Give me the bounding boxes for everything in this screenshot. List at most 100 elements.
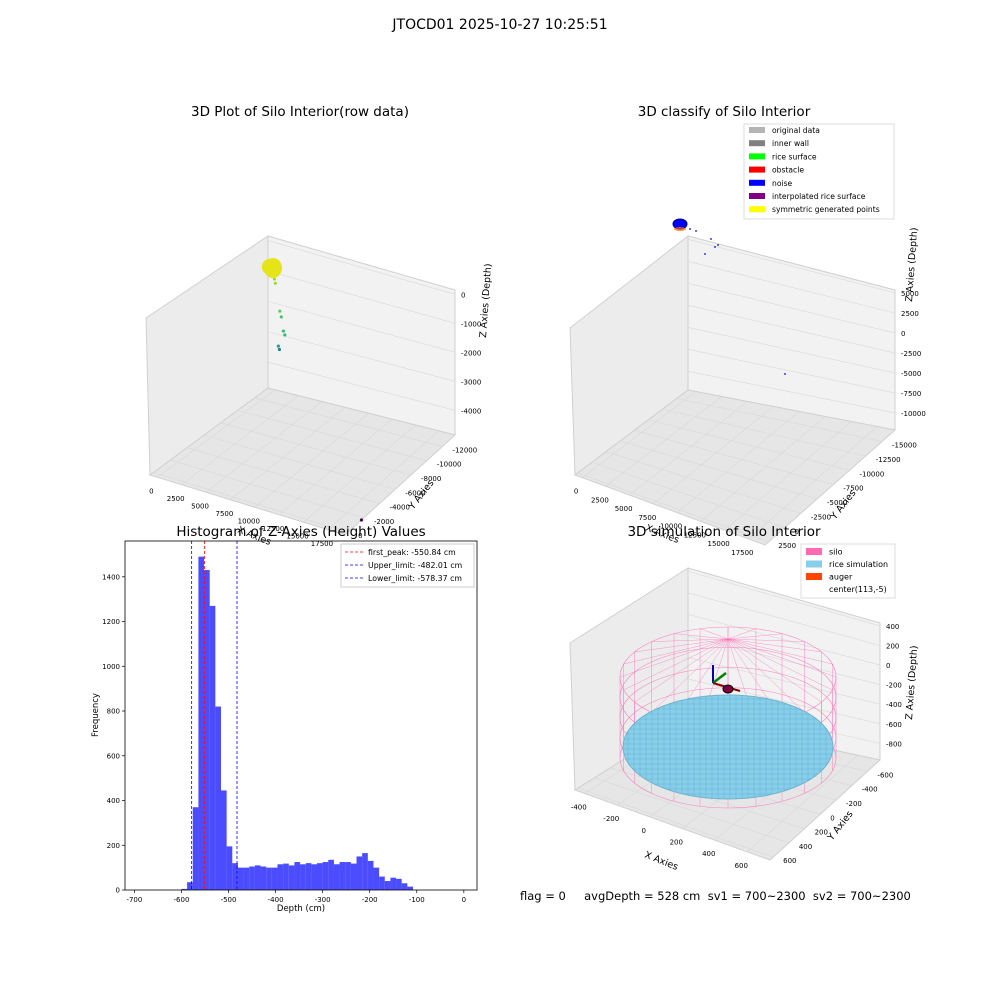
y-tick-labels: 2500 0 -2500 -5000 -7500 -10000 -12500 -15000 <box>778 442 917 551</box>
x-tick-label: -700 <box>126 896 142 904</box>
legend-box <box>340 543 475 588</box>
y-tick-label: -12000 <box>452 446 477 454</box>
x-tick-label: 2500 <box>591 496 609 504</box>
y-ticks: 0 200 400 600 800 1000 1200 1400 <box>102 573 125 895</box>
grid-line <box>687 635 881 685</box>
histogram-bar <box>209 605 216 890</box>
grid-line <box>662 408 866 457</box>
histogram-bar <box>317 863 323 890</box>
x-tick-label: -400 <box>268 896 284 904</box>
x-tick-label: -500 <box>221 896 237 904</box>
z-tick-label: 5000 <box>901 290 919 298</box>
z-tick-label: -4000 <box>461 407 481 415</box>
silo-roof-strut <box>727 628 757 640</box>
y-tick-label: -4000 <box>390 504 410 512</box>
grid-line <box>267 361 456 411</box>
silo-roof-strut <box>727 638 822 703</box>
rice-surface <box>622 694 834 800</box>
grid-line <box>700 416 826 522</box>
histogram-bar <box>339 862 346 890</box>
silo-roof-strut <box>651 638 729 713</box>
y-axis-label: Frequency <box>91 693 101 737</box>
silo-roof-strut <box>727 638 833 665</box>
histogram-bar <box>345 862 351 890</box>
legend-swatch <box>749 127 765 133</box>
silo-roof-strut <box>727 638 822 653</box>
z-tick-label: -5000 <box>901 370 921 378</box>
histogram-bar <box>181 888 188 890</box>
y-tick-labels: 0 -2000 -4000 -6000 -8000 -10000 -12000 <box>358 446 477 540</box>
histogram-bar <box>221 790 227 890</box>
figure-title: JTOCD01 2025-10-27 10:25:51 <box>392 17 608 33</box>
data-point <box>273 281 277 285</box>
silo-roof-strut <box>727 633 783 640</box>
histogram-bar <box>283 863 289 890</box>
histogram-bar <box>192 807 199 890</box>
legend-label: noise <box>772 179 793 188</box>
histogram-bar <box>396 878 402 890</box>
histogram-bar <box>328 859 334 890</box>
histogram-bar <box>373 867 380 890</box>
grid-line <box>620 440 818 500</box>
legend-label: Lower_limit: -578.37 cm <box>368 574 462 583</box>
histogram-bar <box>271 867 278 890</box>
rice-mesh <box>623 695 833 799</box>
y-tick-label: -10000 <box>437 461 462 469</box>
histogram-bar <box>204 570 210 890</box>
y-tick-label: -15000 <box>892 442 917 450</box>
silo-roof-strut <box>699 628 729 640</box>
noise-point <box>784 373 786 375</box>
legend-swatch <box>806 548 822 555</box>
grid-line <box>278 418 393 515</box>
data-point <box>279 315 283 319</box>
histogram-bar <box>362 853 368 890</box>
x-tick-label: 10000 <box>660 523 682 531</box>
histogram-chart: Histogram of Z-Axies (Height) Values -70… <box>91 524 478 914</box>
histogram-bar <box>187 882 193 890</box>
histogram-bar <box>333 864 340 890</box>
x-tick-label: -300 <box>315 896 331 904</box>
y-tick-label: -12500 <box>876 456 901 464</box>
y-tick-label: 400 <box>799 843 812 851</box>
x-tick-label: 5000 <box>191 502 209 510</box>
histogram-bar <box>237 867 244 890</box>
silo-roof-strut <box>634 638 729 703</box>
data-point <box>272 277 277 281</box>
grid-line <box>205 401 322 493</box>
histogram-bar <box>232 863 238 890</box>
grid-line <box>653 406 774 505</box>
legend-swatch <box>806 560 822 568</box>
silo-roof-strut <box>623 638 729 665</box>
auger <box>712 665 741 694</box>
grid-line <box>687 592 881 646</box>
y-tick-label: -2000 <box>374 518 394 526</box>
x-tick-label: 15000 <box>286 532 308 540</box>
grid-line <box>181 395 299 485</box>
x-tick-labels: -400 -200 0 200 400 600 <box>571 804 748 870</box>
x-ticks: -700 -600 -500 -400 -300 -200 -100 0 <box>126 890 466 904</box>
histogram-bar <box>311 864 317 890</box>
z-tick-label: -7500 <box>901 390 921 398</box>
legend-swatch <box>749 140 765 147</box>
x-axis-label: Depth (cm) <box>277 904 325 914</box>
x-tick-label: -400 <box>571 804 587 812</box>
histogram-bar <box>254 865 261 890</box>
x-tick-label: 7500 <box>216 510 234 518</box>
histogram-bar <box>226 846 233 890</box>
histogram-bar <box>350 863 357 890</box>
data-point <box>277 347 281 352</box>
grid-line <box>267 240 456 295</box>
grid-line <box>687 305 896 354</box>
y-tick-label: 600 <box>783 857 796 865</box>
histogram-bar <box>356 856 363 890</box>
x-tick-label: 0 <box>574 488 578 496</box>
z-tick-label: -800 <box>886 740 902 748</box>
x-tick-label: 15000 <box>707 540 729 548</box>
grid-line <box>676 411 800 513</box>
legend: original data inner wall rice surface obsta… <box>749 126 880 214</box>
grid-line <box>687 283 896 334</box>
grid-line <box>254 413 369 508</box>
legend-label: first_peak: -550.84 cm <box>368 548 456 557</box>
y-tick-label: -400 <box>862 786 878 794</box>
